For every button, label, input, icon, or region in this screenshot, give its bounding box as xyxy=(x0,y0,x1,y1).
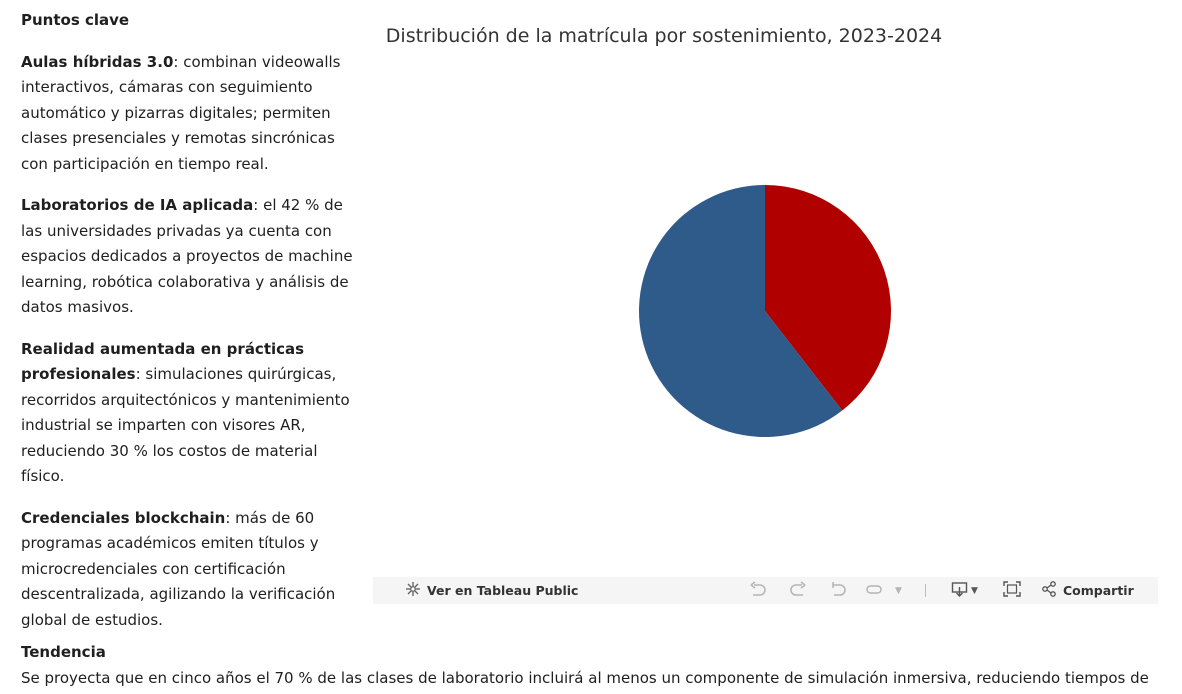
redo-icon xyxy=(789,580,807,601)
key-point-ai-labs: Laboratorios de IA aplicada: el 42 % de … xyxy=(21,193,361,321)
download-button[interactable]: ▼ xyxy=(951,577,978,604)
trend-section: Tendencia Se proyecta que en cinco años … xyxy=(21,640,1171,691)
key-point-text: : más de 60 programas académicos emiten … xyxy=(21,508,336,629)
undo-button[interactable] xyxy=(749,577,767,604)
fullscreen-button[interactable] xyxy=(1003,577,1021,604)
key-point-blockchain: Credenciales blockchain: más de 60 progr… xyxy=(21,506,361,634)
pie-chart[interactable] xyxy=(637,183,893,439)
download-dropdown-icon: ▼ xyxy=(971,585,978,596)
key-point-title: Realidad aumentada en prácticas profesio… xyxy=(21,339,305,384)
share-icon xyxy=(1041,580,1057,601)
key-point-augmented-reality: Realidad aumentada en prácticas profesio… xyxy=(21,337,361,490)
revert-icon xyxy=(829,581,847,601)
refresh-button[interactable]: ▼ xyxy=(865,577,902,604)
view-on-tableau-button[interactable]: Ver en Tableau Public xyxy=(405,577,578,604)
tableau-logo-icon xyxy=(405,581,421,601)
pie-chart-container xyxy=(637,183,893,439)
key-point-title: Aulas híbridas 3.0 xyxy=(21,52,174,71)
trend-heading: Tendencia xyxy=(21,643,106,661)
pie-slice-0[interactable] xyxy=(765,185,891,411)
tableau-toolbar: Ver en Tableau Public ▼ xyxy=(373,577,1158,604)
fullscreen-icon xyxy=(1003,580,1021,601)
download-icon xyxy=(951,581,969,601)
tableau-viz[interactable]: Distribución de la matrícula por sosteni… xyxy=(373,0,1158,604)
key-point-title: Laboratorios de IA aplicada xyxy=(21,196,254,214)
key-point-text: : simulaciones quirúrgicas, recorridos a… xyxy=(21,365,350,485)
revert-button[interactable] xyxy=(829,577,847,604)
redo-button[interactable] xyxy=(789,577,807,604)
key-point-title: Credenciales blockchain xyxy=(21,508,226,527)
trend-text: Se proyecta que en cinco años el 70 % de… xyxy=(21,668,1149,687)
key-point-text: : el 42 % de las universidades privadas … xyxy=(21,196,353,316)
undo-icon xyxy=(749,580,767,601)
key-point-text: : combinan videowalls interactivos, cáma… xyxy=(21,52,341,173)
key-points-heading: Puntos clave xyxy=(21,11,130,29)
toolbar-divider xyxy=(925,584,926,597)
key-points-panel: Puntos clave Aulas híbridas 3.0: combina… xyxy=(21,8,361,649)
view-on-tableau-label: Ver en Tableau Public xyxy=(427,583,579,598)
key-point-hybrid-classrooms: Aulas híbridas 3.0: combinan videowalls … xyxy=(21,50,361,178)
share-label: Compartir xyxy=(1063,583,1134,598)
share-button[interactable]: Compartir xyxy=(1041,577,1134,604)
dropdown-icon: ▼ xyxy=(895,585,902,596)
chart-title: Distribución de la matrícula por sosteni… xyxy=(385,25,943,47)
pie-slice-1[interactable] xyxy=(639,185,843,437)
refresh-icon xyxy=(865,581,885,601)
